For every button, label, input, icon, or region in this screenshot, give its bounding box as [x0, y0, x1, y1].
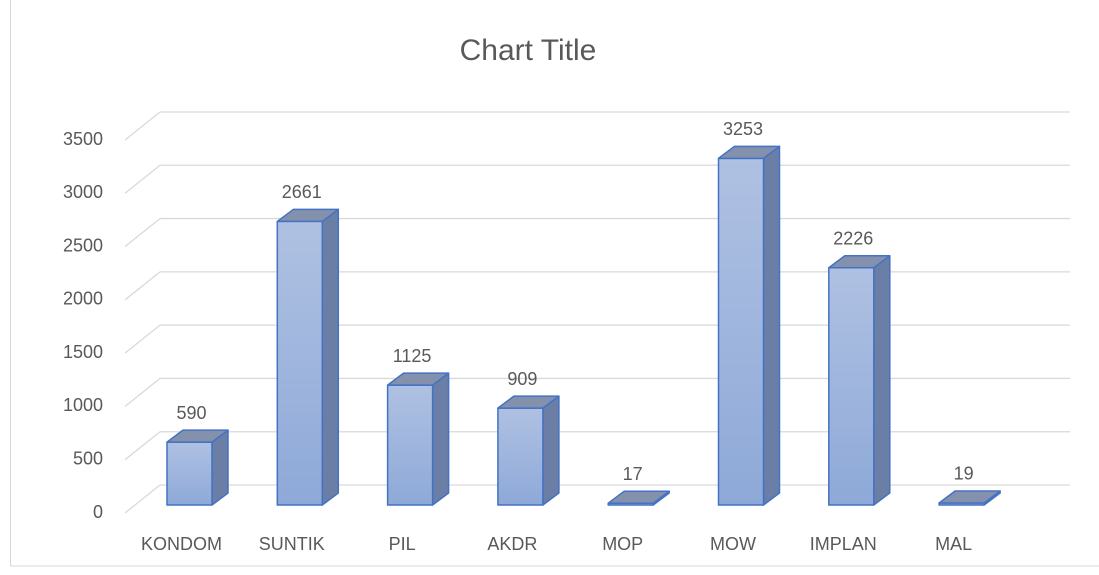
bar-top [166, 429, 229, 443]
value-label: 17 [623, 464, 643, 484]
x-tick-label: PIL [389, 534, 416, 554]
value-label: 2661 [282, 182, 322, 202]
bar-top [276, 208, 340, 223]
grid-line-side [124, 484, 161, 514]
bar-side [431, 372, 450, 506]
bar-side [873, 255, 891, 506]
grid-line-side [124, 377, 161, 407]
bar-side [542, 395, 560, 506]
y-tick-label: 2000 [63, 289, 103, 309]
value-label: 590 [176, 403, 206, 423]
bar-top [386, 372, 450, 386]
bar-front [828, 267, 875, 506]
value-label: 909 [507, 369, 537, 389]
bar [828, 255, 891, 506]
grid-line-side [124, 164, 161, 194]
y-tick-label: 3500 [63, 129, 103, 149]
bar [938, 490, 1001, 506]
x-tick-label: MOW [710, 534, 756, 554]
value-label: 3253 [723, 119, 763, 139]
x-tick-label: KONDOM [141, 534, 222, 554]
grid-line-side [124, 111, 161, 141]
bar [497, 395, 560, 506]
bar [386, 372, 450, 506]
x-tick-label: IMPLAN [810, 534, 877, 554]
x-tick-label: MAL [935, 534, 972, 554]
value-label: 19 [954, 464, 974, 484]
bar-side [321, 208, 340, 506]
y-tick-label: 0 [93, 502, 103, 522]
bar [607, 490, 670, 506]
y-tick-label: 3000 [63, 182, 103, 202]
x-tick-label: SUNTIK [259, 534, 325, 554]
bar-front [386, 384, 434, 506]
bar-top [938, 490, 1001, 504]
bar [166, 429, 229, 506]
bar-top [607, 490, 670, 504]
bar-front [166, 441, 213, 506]
bar-side [211, 429, 229, 506]
x-tick-label: AKDR [487, 534, 537, 554]
chart-title: Chart Title [460, 34, 597, 67]
bar-front [717, 157, 765, 506]
grid-line-side [124, 271, 161, 301]
grid-line-side [124, 431, 161, 461]
bar-side [762, 145, 781, 506]
y-tick-label: 2500 [63, 235, 103, 255]
bar-top [828, 255, 891, 269]
bar [276, 208, 340, 506]
bar-front [497, 407, 544, 506]
bar-top [497, 395, 560, 409]
x-tick-label: MOP [602, 534, 643, 554]
value-label: 1125 [393, 346, 432, 366]
bar [717, 145, 781, 506]
y-tick-label: 1500 [63, 342, 103, 362]
bar-top [717, 145, 781, 160]
y-tick-label: 500 [73, 448, 103, 468]
y-tick-label: 1000 [63, 395, 103, 415]
bar-front [276, 220, 324, 506]
value-label: 2226 [833, 229, 873, 249]
chart-border [10, 0, 1099, 567]
grid-line-side [124, 218, 161, 248]
grid-line-side [124, 324, 161, 354]
